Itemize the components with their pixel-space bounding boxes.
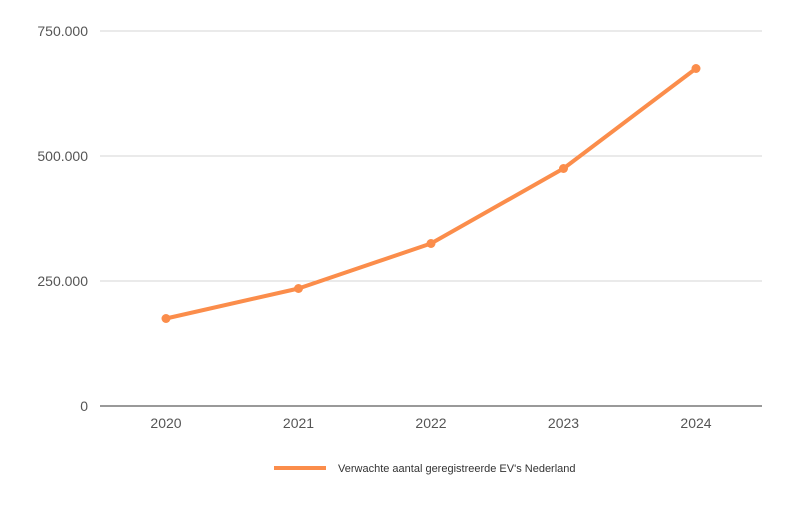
x-tick-label: 2020 <box>150 415 181 431</box>
x-tick-label: 2024 <box>680 415 711 431</box>
data-point <box>426 239 436 248</box>
data-point <box>161 314 171 323</box>
series-layer <box>161 64 701 323</box>
data-point <box>559 164 568 173</box>
y-tick-label: 750.000 <box>37 23 88 39</box>
x-tick-label: 2023 <box>548 415 579 431</box>
y-tick-label: 500.000 <box>37 148 88 164</box>
y-tick-label: 0 <box>80 398 88 414</box>
axes: 0 250.000 500.000 750.000 2020 2021 2022 2023 20… <box>37 23 762 431</box>
legend-label: Verwachte aantal geregistreerde EV's Ned… <box>338 463 576 475</box>
gridlines <box>100 30 762 282</box>
data-point <box>294 284 303 293</box>
data-point <box>691 64 701 73</box>
y-tick-label: 250.000 <box>37 273 88 289</box>
legend: Verwachte aantal geregistreerde EV's Ned… <box>274 463 576 475</box>
x-tick-label: 2022 <box>415 415 446 431</box>
x-tick-label: 2021 <box>283 415 314 431</box>
